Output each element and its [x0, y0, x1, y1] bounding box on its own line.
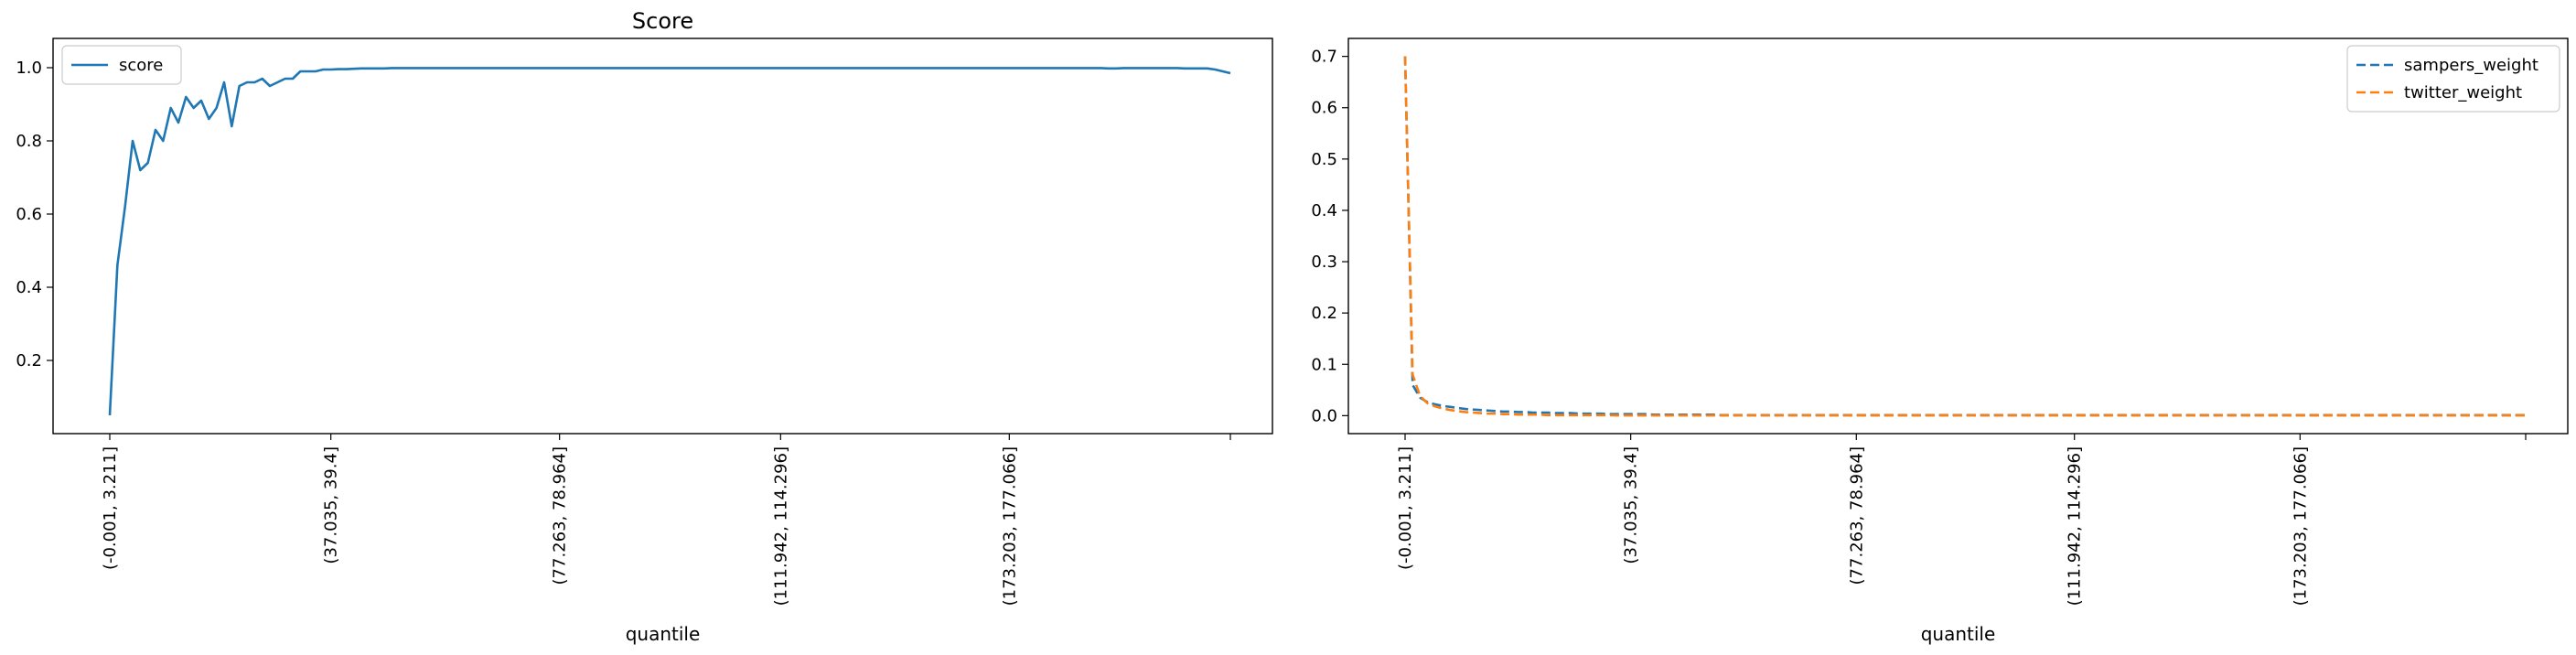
x-axis-label: quantile: [1921, 623, 1996, 645]
x-tick-label: (173.203, 177.066]: [1000, 446, 1019, 606]
chart-1: Score 0.2 0.4 0.6 0.8 1.0 (-0.001, 3.211] (37.0…: [16, 8, 1273, 645]
y-tick-label: 0.6: [16, 205, 42, 224]
x-tick-label: (173.203, 177.066]: [2291, 446, 2310, 606]
y-tick-label: 0.2: [16, 351, 42, 370]
chart-title: Score: [632, 8, 693, 34]
plot-frame: [52, 38, 1273, 435]
legend: score: [61, 45, 182, 85]
series-line-score: [108, 67, 1231, 416]
y-tick-label: 0.4: [1311, 201, 1337, 220]
y-tick-label: 0.1: [1311, 355, 1337, 374]
y-tick-label: 0.0: [1311, 406, 1337, 425]
legend-label: score: [119, 56, 163, 75]
x-tick-label: (37.035, 39.4]: [1622, 446, 1641, 564]
y-tick-label: 0.3: [1311, 252, 1337, 272]
legend-box: [2346, 45, 2560, 113]
x-tick-label: (-0.001, 3.211]: [101, 446, 120, 570]
chart-2: 0.0 0.1 0.2 0.3 0.4 0.5 0.6 0.7 (-0.001, 3.211] (…: [1311, 38, 2569, 645]
x-axis-label: quantile: [626, 623, 701, 645]
y-tick-label: 0.4: [16, 278, 42, 297]
y-tick-label: 0.7: [1311, 48, 1337, 67]
x-tick-label: (111.942, 114.296]: [771, 446, 790, 606]
y-tick-label: 0.2: [1311, 304, 1337, 323]
y-tick-label: 0.6: [1311, 99, 1337, 118]
y-tick-label: 0.5: [1311, 150, 1337, 169]
legend-box: [61, 45, 182, 85]
x-tick-label: (77.263, 78.964]: [1847, 446, 1866, 585]
plot-frame: [1347, 38, 2569, 435]
series-line-twitter-weight: [1403, 56, 2526, 417]
x-tick-label: (37.035, 39.4]: [322, 446, 341, 564]
legend-label: sampers_weight: [2404, 56, 2538, 75]
x-tick-label: (77.263, 78.964]: [551, 446, 570, 585]
y-tick-label: 0.8: [16, 132, 42, 151]
legend-label: twitter_weight: [2404, 83, 2522, 102]
y-tick-label: 1.0: [16, 59, 42, 78]
x-tick-label: (-0.001, 3.211]: [1396, 446, 1415, 570]
x-tick-label: (111.942, 114.296]: [2066, 446, 2085, 606]
legend: sampers_weight twitter_weight: [2346, 45, 2560, 113]
